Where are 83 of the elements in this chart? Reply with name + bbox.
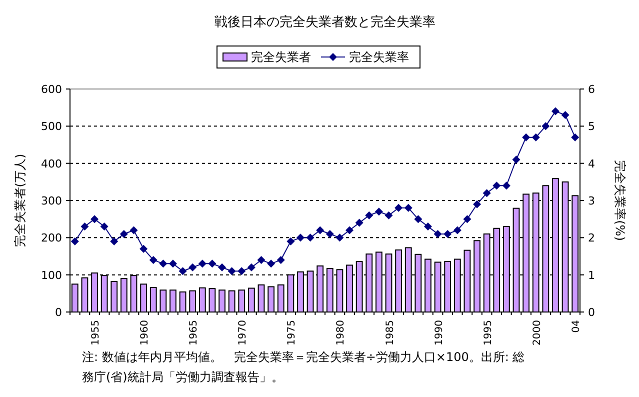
point bbox=[346, 226, 354, 234]
point bbox=[522, 133, 530, 142]
point bbox=[70, 237, 79, 246]
point bbox=[374, 208, 383, 216]
y-tick-label: 200 bbox=[41, 232, 62, 245]
point bbox=[571, 133, 580, 142]
point bbox=[120, 230, 128, 238]
legend-label: 完全失業率 bbox=[349, 50, 409, 64]
point bbox=[336, 234, 344, 242]
y2-tick-label: 4 bbox=[588, 157, 595, 170]
y2-tick-label: 2 bbox=[588, 232, 595, 245]
point bbox=[365, 211, 374, 220]
point bbox=[286, 237, 295, 246]
x-tick-label: 1965 bbox=[188, 320, 200, 346]
point bbox=[326, 230, 334, 238]
point bbox=[542, 122, 550, 130]
x-tick-label: 1970 bbox=[238, 320, 249, 346]
point bbox=[90, 215, 99, 224]
x-tick-label: 1995 bbox=[482, 320, 494, 346]
y-tick-label: 100 bbox=[41, 268, 62, 282]
x-tick-label: 1980 bbox=[336, 320, 347, 346]
y2-tick-label: 0 bbox=[588, 306, 595, 319]
point bbox=[434, 230, 442, 238]
point bbox=[276, 256, 285, 264]
y-axis-title: 完全失業者(万人) bbox=[13, 154, 27, 248]
x-tick-label: 1990 bbox=[434, 320, 445, 346]
point bbox=[218, 263, 226, 272]
point bbox=[168, 260, 177, 268]
point bbox=[492, 182, 501, 190]
point bbox=[551, 107, 560, 116]
text: 注: 数値は年内月平均値。 完全失業率＝完全失業者÷労働力人口×100。出所: 総務庁(省)統計局「労働力調査報告」。 bbox=[82, 349, 526, 386]
point bbox=[178, 267, 187, 276]
point bbox=[453, 226, 462, 234]
point bbox=[247, 263, 256, 272]
x-tick-label: 1985 bbox=[384, 320, 396, 346]
y-tick-label: 300 bbox=[41, 194, 62, 208]
y-tick-label: 500 bbox=[41, 120, 62, 134]
point bbox=[80, 222, 89, 231]
point bbox=[159, 260, 168, 268]
point bbox=[100, 222, 108, 231]
y-tick-label: 0 bbox=[55, 306, 62, 319]
x-tick-label: 1975 bbox=[286, 320, 298, 346]
point bbox=[208, 260, 216, 268]
point bbox=[512, 156, 520, 164]
y-tick-label: 600 bbox=[41, 83, 62, 96]
x-tick-label: 1960 bbox=[140, 320, 151, 346]
point bbox=[257, 256, 266, 264]
point bbox=[404, 204, 412, 212]
point bbox=[561, 111, 570, 120]
x-tick-label: 1955 bbox=[90, 320, 102, 346]
y2-tick-label: 3 bbox=[588, 194, 595, 208]
point bbox=[238, 267, 246, 276]
point bbox=[473, 200, 482, 208]
y-tick-label: 400 bbox=[41, 157, 62, 170]
point bbox=[130, 226, 138, 234]
point bbox=[198, 260, 206, 268]
point bbox=[414, 215, 422, 224]
point bbox=[394, 204, 403, 212]
point bbox=[532, 133, 540, 142]
point bbox=[384, 211, 393, 220]
point bbox=[228, 267, 236, 276]
point bbox=[424, 222, 432, 231]
point bbox=[296, 234, 304, 242]
point bbox=[316, 226, 324, 234]
point bbox=[482, 189, 491, 198]
chart-title: 戦後日本の完全失業者数と完全失業率 bbox=[214, 14, 436, 30]
point bbox=[306, 234, 314, 242]
y2-axis-title: 完全失業率(%) bbox=[613, 160, 627, 241]
point bbox=[355, 218, 364, 227]
point bbox=[502, 182, 510, 190]
point bbox=[140, 244, 148, 253]
x-tick-label: 04 bbox=[571, 320, 582, 333]
point bbox=[188, 263, 197, 272]
y2-tick-label: 6 bbox=[588, 83, 595, 96]
point bbox=[267, 260, 276, 268]
x-tick-label: 2000 bbox=[532, 320, 543, 346]
legend-label: 完全失業者 bbox=[251, 50, 311, 64]
point bbox=[463, 215, 472, 224]
y2-tick-label: 1 bbox=[588, 268, 595, 282]
point bbox=[110, 237, 118, 246]
point bbox=[444, 230, 452, 238]
y2-tick-label: 5 bbox=[588, 120, 595, 134]
point bbox=[149, 256, 158, 264]
